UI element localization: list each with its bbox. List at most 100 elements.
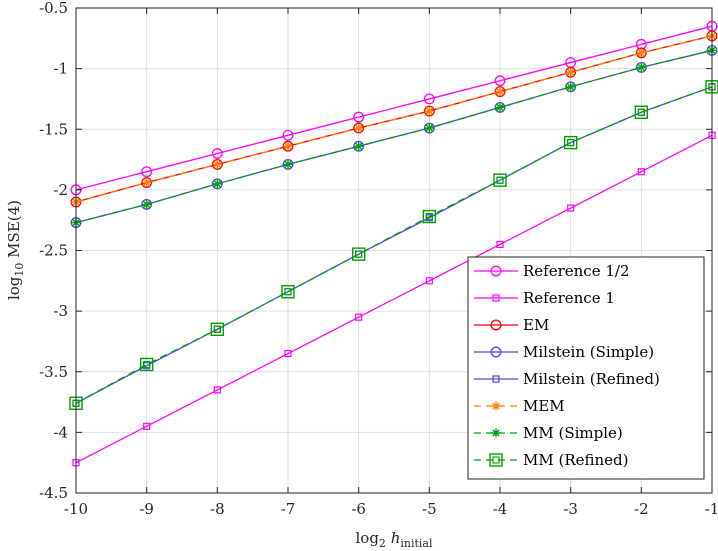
data-point-milstein-simple — [494, 101, 506, 113]
series-mem — [71, 31, 717, 207]
data-point-mem — [495, 87, 505, 97]
data-point-mem-d2 — [425, 107, 433, 115]
series-mm-refined — [69, 80, 718, 410]
y-tick-label: -1 — [53, 60, 68, 78]
legend-marker-d2 — [492, 402, 500, 410]
data-point-mm-refined — [634, 105, 649, 119]
legend-label: Milstein (Simple) — [523, 343, 654, 361]
data-point-mm-simple-d2 — [637, 63, 645, 72]
data-point-mm-refined — [422, 209, 437, 224]
data-point-mem-d2 — [213, 160, 221, 169]
y-tick-label: -2 — [53, 181, 68, 199]
x-tick-label: -3 — [563, 500, 578, 518]
data-point-mm-refined — [281, 285, 295, 299]
data-point-mem-d2 — [496, 88, 504, 96]
legend-marker — [490, 265, 502, 277]
data-point-mm-refined-outer — [210, 322, 225, 337]
data-point-mem — [283, 141, 293, 151]
data-point-mm-refined-inner — [213, 325, 221, 333]
data-point-mem — [142, 178, 152, 188]
legend-marker-inner — [492, 456, 500, 464]
legend-item-mm-simple: MM (Simple) — [474, 424, 623, 442]
data-point-em — [353, 122, 365, 134]
data-point-reference-1 — [567, 204, 575, 212]
data-point-mm-simple-d2 — [567, 83, 575, 91]
legend-item-milstein-simple: Milstein (Simple) — [474, 343, 654, 361]
legend-marker — [490, 319, 502, 331]
data-point-reference-1 — [143, 422, 151, 430]
data-point-mm-simple — [142, 199, 152, 209]
data-point-reference-1-2 — [353, 111, 365, 123]
data-point-mm-refined-outer — [422, 209, 437, 224]
data-point-mm-refined — [139, 357, 154, 372]
data-point-em — [565, 66, 577, 78]
legend-item-mem: MEM — [474, 397, 565, 415]
data-point-milstein-simple — [141, 198, 153, 210]
x-tick-label: -5 — [422, 500, 437, 518]
data-point-mm-refined — [351, 247, 366, 261]
x-tick-label: -6 — [351, 500, 366, 518]
x-tick-label: -4 — [493, 500, 508, 518]
legend-marker — [489, 453, 503, 467]
data-point-mm-simple-d2 — [355, 142, 363, 150]
data-point-milstein-simple — [635, 61, 647, 73]
legend-label: MEM — [523, 397, 565, 415]
series-line-reference-1-2 — [75, 25, 713, 191]
series-line-mem — [75, 35, 713, 203]
data-point-mm-refined-inner — [355, 250, 363, 258]
series-line-milstein-refined — [75, 86, 713, 404]
data-point-mm-simple-d2 — [496, 103, 504, 112]
legend-marker — [490, 346, 502, 358]
data-point-mm-refined-inner — [567, 139, 575, 147]
x-tick-label: -2 — [634, 500, 649, 518]
data-point-mm-refined-inner — [143, 360, 151, 369]
data-point-milstein-simple — [565, 81, 577, 93]
legend-item-milstein-refined: Milstein (Refined) — [474, 370, 660, 388]
y-tick-label: -0.5 — [39, 0, 68, 17]
data-point-mm-refined-inner — [496, 176, 504, 184]
data-point-em — [494, 86, 506, 98]
y-tick-label: -4 — [53, 423, 68, 441]
data-point-mm-refined-outer — [139, 357, 154, 372]
x-axis-label: log2 hinitial — [355, 529, 433, 550]
data-point-milstein-simple — [353, 140, 365, 152]
legend-item-reference-1: Reference 1 — [474, 289, 615, 307]
legend-label: Reference 1 — [523, 289, 615, 307]
data-point-milstein-simple — [211, 178, 223, 190]
y-tick-label: -3.5 — [39, 363, 68, 381]
data-point-reference-1-2 — [141, 166, 153, 178]
legend: Reference 1/2 Reference 1 EM Milstein (Simp… — [467, 256, 705, 480]
x-tick-label: -7 — [281, 500, 296, 518]
series-layer — [69, 20, 718, 467]
data-point-reference-1-2 — [211, 148, 223, 159]
data-point-mm-refined-outer — [634, 105, 649, 119]
data-point-mem — [212, 159, 222, 169]
y-axis-label: log10 MSE(4) — [5, 200, 26, 300]
legend-marker-d2 — [492, 429, 500, 437]
data-point-mm-simple — [495, 102, 505, 112]
y-tick-label: -4.5 — [39, 484, 68, 502]
data-point-mm-refined — [210, 322, 225, 337]
legend-label: MM (Refined) — [523, 451, 629, 469]
data-point-reference-1 — [284, 349, 292, 358]
data-point-mm-refined-outer — [493, 173, 507, 187]
legend-box — [467, 256, 705, 480]
data-point-mm-simple — [636, 62, 646, 72]
data-point-mm-simple — [212, 179, 222, 189]
data-point-mm-simple-d2 — [284, 160, 292, 169]
data-point-mem — [636, 48, 646, 58]
legend-marker-outer — [489, 453, 503, 467]
data-point-mm-refined-outer — [351, 247, 366, 261]
data-point-reference-1-2 — [423, 93, 435, 105]
data-point-mem-d2 — [143, 178, 151, 187]
data-point-mem-d2 — [284, 142, 292, 150]
data-point-mem — [424, 106, 434, 116]
series-line-mm-simple — [75, 49, 713, 224]
data-point-mem — [566, 67, 576, 77]
data-point-mm-refined-inner — [637, 108, 645, 116]
data-point-mm-refined-outer — [563, 135, 578, 150]
data-point-mem-d2 — [355, 124, 363, 132]
legend-label: MM (Simple) — [523, 424, 623, 442]
data-point-mm-simple-d2 — [425, 124, 433, 132]
